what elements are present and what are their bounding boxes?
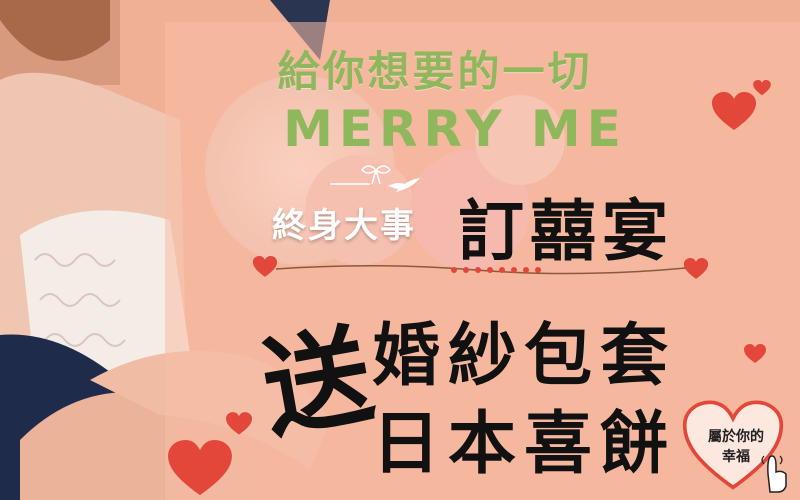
- happiness-badge[interactable]: [681, 400, 785, 492]
- heart-icon: [226, 412, 252, 435]
- gift-line-2: 日本喜餅: [372, 405, 677, 484]
- headline-text: 給你想要的一切: [277, 47, 593, 96]
- heart-icon: [168, 440, 232, 496]
- ribbon-divider: [276, 264, 686, 275]
- heart-icon: [712, 92, 756, 130]
- bird-ornament-icon: [330, 165, 420, 192]
- event-title: 訂囍宴: [458, 193, 674, 270]
- badge-line-1: 屬於你的: [708, 429, 764, 445]
- heart-icon: [753, 80, 771, 96]
- heart-icon: [744, 344, 766, 363]
- subheadline-text: MERRY ME: [283, 100, 627, 158]
- pointer-hand-icon: [761, 455, 787, 493]
- badge-line-2: 幸福: [722, 449, 750, 465]
- heart-icon: [683, 258, 709, 279]
- heart-icon: [252, 256, 278, 277]
- badge-text[interactable]: 屬於你的 幸福: [696, 427, 776, 467]
- brand-name: 終身大事: [272, 206, 416, 246]
- gift-line-1: 婚紗包套: [372, 317, 677, 396]
